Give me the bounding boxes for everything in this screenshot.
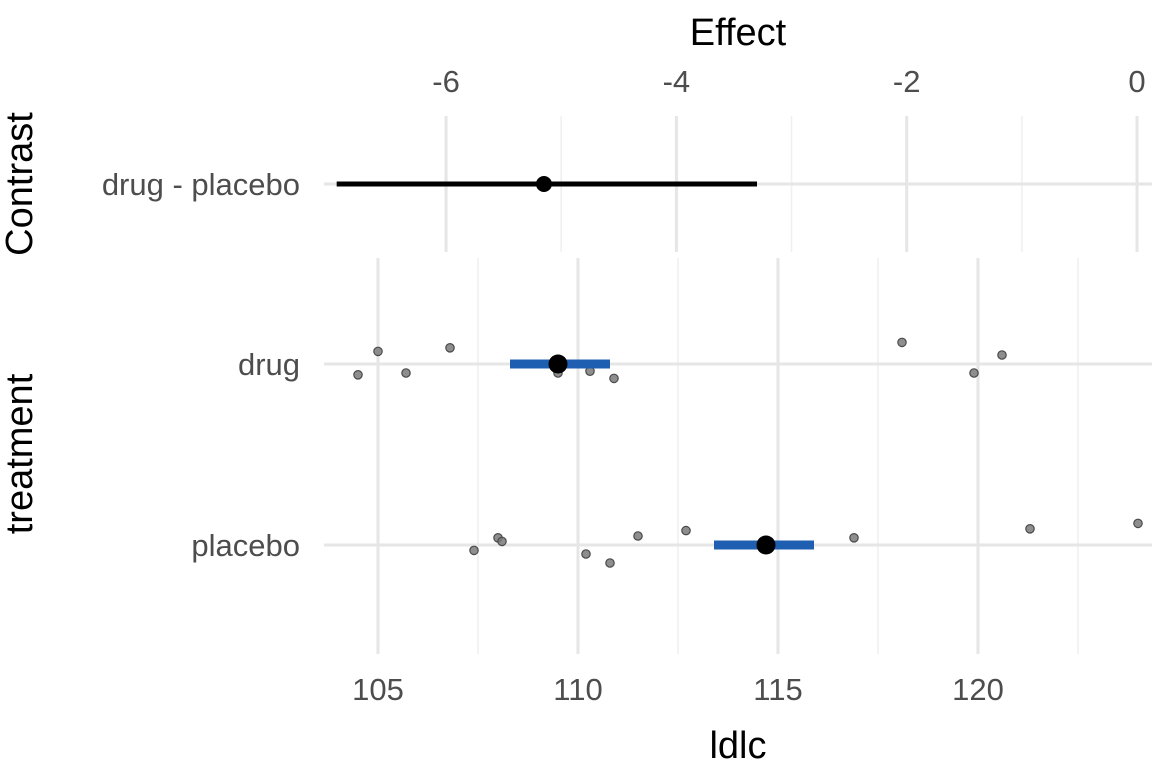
data-point-placebo [849,532,859,543]
data-point-placebo [1133,518,1143,529]
treatment-category-label: drug [238,347,300,382]
data-point-placebo [605,558,615,568]
effect-tick-label: -6 [432,64,460,99]
data-point-placebo [469,545,479,556]
data-point-drug [997,350,1007,360]
data-point-placebo [681,525,691,536]
data-point-drug [969,368,979,378]
ldlc-axis-ticks: 105 110 115 120 [352,672,1004,707]
data-point-drug [401,368,411,378]
data-point-placebo [497,536,507,547]
treatment-axis-title: treatment [0,373,41,534]
treatment-panel: 105 110 115 120 ldlc treatment drug placebo [0,258,1152,767]
data-point-drug [897,337,907,348]
data-point-drug [445,342,455,353]
data-point-drug [609,373,619,384]
ldlc-tick-label: 110 [553,672,602,707]
ldlc-tick-label: 115 [753,672,802,707]
effect-tick-label: -4 [663,64,691,99]
effect-axis-ticks: -6 -4 -2 0 [432,64,1145,99]
treatment-marks [510,354,814,555]
data-point-drug [353,369,363,380]
contrast-marks [336,176,758,192]
ldlc-tick-label: 105 [352,672,404,707]
mean-point-placebo [756,535,776,555]
treatment-category-label: placebo [191,528,300,563]
ldlc-tick-label: 120 [952,672,1004,707]
effect-tick-label: -2 [893,64,921,99]
treatment-category-labels: drug placebo [191,347,300,563]
contrast-category-labels: drug - placebo [102,167,300,202]
data-point-placebo [1025,523,1035,534]
effect-tick-label: 0 [1128,64,1145,99]
contrast-estimate-drug-placebo [535,176,552,192]
data-point-placebo [581,549,591,559]
mean-point-drug [548,354,568,374]
effect-axis-title: Effect [690,12,787,54]
data-point-drug [373,346,383,357]
data-point-placebo [633,531,643,541]
ldlc-axis-title: ldlc [709,725,766,767]
treatment-gridlines [324,258,1152,654]
contrast-category-label: drug - placebo [102,167,300,202]
contrast-panel: -6 -4 -2 0 Effect Contrast drug - placebo [0,12,1152,256]
raw-data-points [353,337,1143,568]
contrast-axis-title: Contrast [0,112,41,256]
